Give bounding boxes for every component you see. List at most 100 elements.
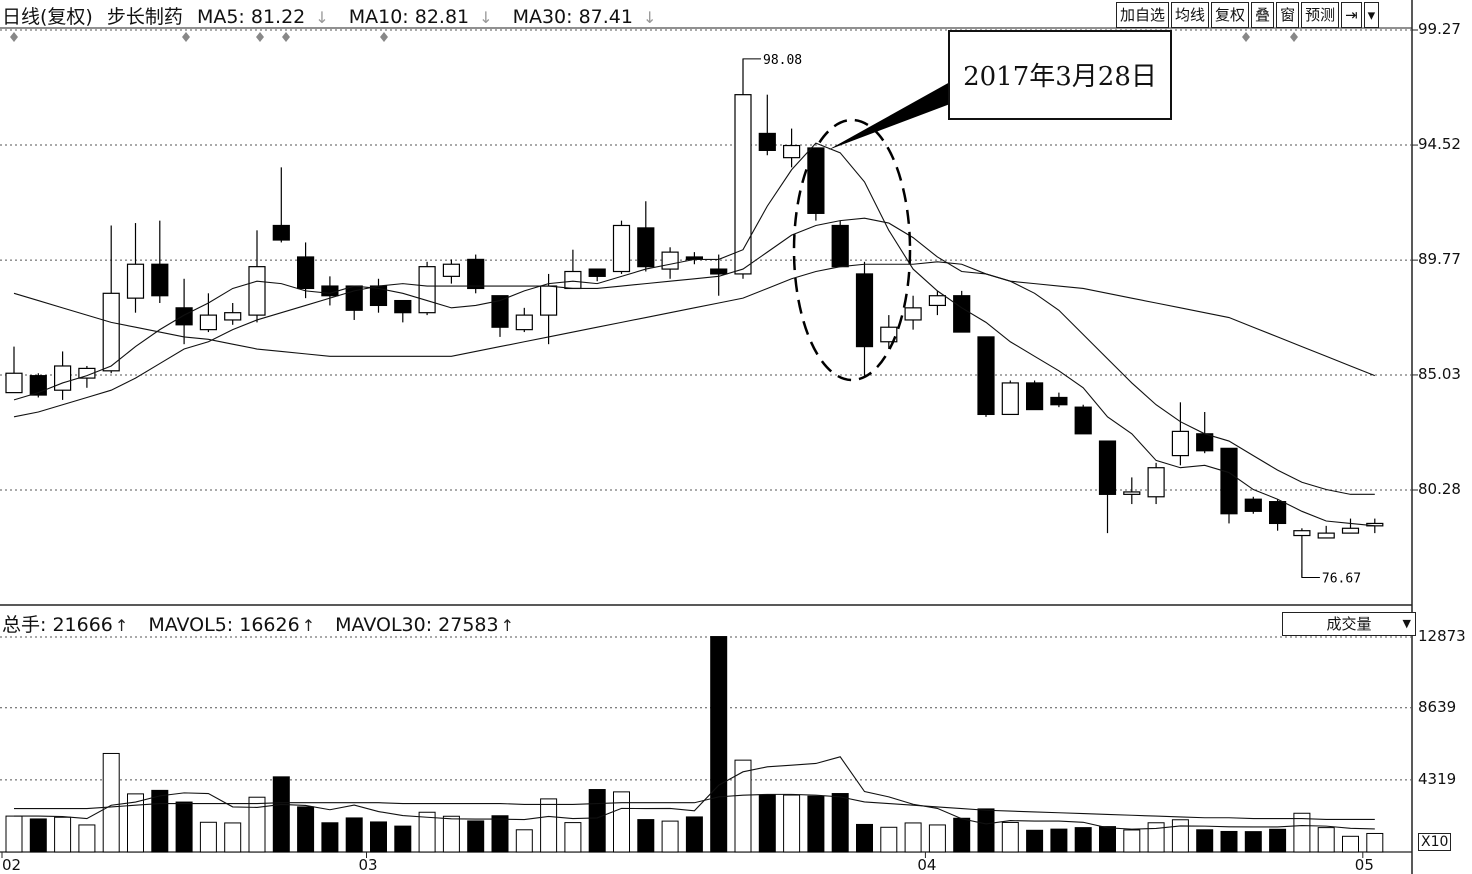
volume-bar bbox=[467, 820, 485, 853]
forecast-button[interactable]: 预测 bbox=[1301, 2, 1340, 28]
total-arrow-icon: ↑ bbox=[114, 616, 129, 635]
candle-body bbox=[710, 268, 728, 275]
volume-bar bbox=[248, 796, 266, 853]
volume-bar bbox=[1074, 827, 1092, 853]
volume-bar bbox=[515, 829, 533, 853]
jump-end-icon[interactable]: ⇥ bbox=[1341, 2, 1362, 28]
candle-body bbox=[1268, 501, 1287, 525]
chevron-down-icon[interactable]: ▾ bbox=[1363, 2, 1380, 28]
volume-bar bbox=[127, 793, 144, 853]
mavol30-arrow-icon: ↑ bbox=[500, 616, 515, 635]
total-volume-label: 总手: 21666 bbox=[2, 614, 113, 636]
ma30-label: MA30: 87.41 bbox=[512, 6, 633, 28]
volume-bar bbox=[661, 820, 679, 853]
volume-bar bbox=[1244, 831, 1262, 853]
candle-body bbox=[734, 94, 752, 275]
mavol30-label: MAVOL30: 27583 bbox=[335, 614, 499, 636]
volume-bar bbox=[880, 826, 898, 853]
candle-body bbox=[1050, 396, 1068, 406]
volume-bar bbox=[685, 816, 703, 853]
price-tick-label: 99.27 bbox=[1418, 20, 1461, 38]
volume-bar bbox=[758, 794, 776, 853]
candle-body bbox=[1317, 532, 1335, 539]
volume-bar bbox=[831, 793, 849, 853]
candle-body bbox=[758, 132, 776, 151]
candle-body bbox=[539, 285, 558, 316]
candle-body bbox=[1025, 382, 1044, 411]
candle-body bbox=[5, 372, 23, 394]
volume-bar bbox=[224, 822, 242, 853]
candle-body bbox=[151, 263, 169, 297]
candle-body bbox=[904, 307, 922, 321]
indicator-select[interactable]: 成交量 ▼ bbox=[1282, 612, 1416, 636]
candle-body bbox=[782, 144, 801, 159]
volume-bar bbox=[953, 817, 971, 853]
candle-body bbox=[953, 295, 971, 333]
toolbar: 加自选 均线 复权 叠 窗 预测 ⇥ ▾ bbox=[1116, 2, 1381, 28]
candle-body bbox=[29, 375, 47, 396]
price-tick-label: 85.03 bbox=[1418, 364, 1461, 383]
ma5-arrow-icon: ↓ bbox=[315, 8, 329, 27]
volume-bar bbox=[345, 817, 363, 853]
mavol5-arrow-icon: ↑ bbox=[301, 616, 316, 635]
volume-bar bbox=[540, 798, 558, 853]
event-marker-icon bbox=[256, 32, 264, 42]
candle-body bbox=[175, 307, 193, 326]
dropdown-arrow-icon: ▼ bbox=[1402, 617, 1411, 630]
volume-bar bbox=[856, 823, 873, 853]
volume-bar bbox=[1196, 829, 1214, 853]
mavol5-label: MAVOL5: 16626 bbox=[148, 614, 300, 636]
volume-bars bbox=[5, 636, 1384, 853]
price-tick-label: 89.77 bbox=[1418, 250, 1461, 269]
candle-body bbox=[880, 326, 898, 343]
add-watchlist-button[interactable]: 加自选 bbox=[1116, 2, 1170, 28]
candle-body bbox=[1341, 527, 1360, 534]
price-tick-label: 94.52 bbox=[1418, 135, 1461, 154]
candle-body bbox=[53, 365, 72, 391]
candle-body bbox=[491, 295, 509, 328]
volume-bar bbox=[102, 752, 120, 853]
volume-bar bbox=[442, 815, 460, 853]
volume-bar bbox=[394, 825, 412, 853]
candle-body bbox=[1147, 467, 1165, 498]
event-marker-icon bbox=[380, 32, 388, 42]
date-annotation-box: 2017年3月28日 bbox=[948, 30, 1172, 120]
volume-tick-label: 8639 bbox=[1418, 697, 1457, 716]
candle-body bbox=[126, 263, 145, 299]
low-marker-line bbox=[1301, 569, 1320, 578]
overlay-button[interactable]: 叠 bbox=[1251, 2, 1275, 28]
candle-body bbox=[588, 268, 606, 277]
volume-bar bbox=[710, 636, 728, 853]
vol-ma30-line bbox=[14, 793, 1375, 820]
stock-name: 步长制药 bbox=[106, 6, 183, 28]
event-marker-icon bbox=[1242, 32, 1250, 42]
candle-body bbox=[442, 263, 460, 277]
candle-body bbox=[297, 256, 315, 290]
candle-body bbox=[78, 367, 96, 379]
candle-body bbox=[1220, 447, 1238, 515]
callout-pointer bbox=[828, 82, 950, 150]
volume-bar bbox=[1099, 826, 1116, 853]
adjust-price-button[interactable]: 复权 bbox=[1211, 2, 1250, 28]
ma30-line bbox=[13, 261, 1376, 377]
x-axis-label: 03 bbox=[358, 856, 378, 874]
window-button[interactable]: 窗 bbox=[1276, 2, 1300, 28]
highlight-ellipse bbox=[792, 118, 912, 382]
high-marker-line bbox=[742, 58, 761, 67]
volume-header: 总手: 21666 ↑ MAVOL5: 16626 ↑ MAVOL30: 27583… bbox=[2, 610, 528, 637]
ma-lines-button[interactable]: 均线 bbox=[1171, 2, 1210, 28]
candle-body bbox=[467, 258, 485, 290]
candle-body bbox=[272, 224, 290, 241]
candle-body bbox=[224, 312, 242, 321]
volume-bar bbox=[734, 759, 752, 853]
ma5-label: MA5: 81.22 bbox=[196, 6, 306, 28]
volume-bar bbox=[1050, 828, 1068, 853]
volume-unit-label: X10 bbox=[1418, 833, 1452, 851]
volume-bar bbox=[1317, 827, 1335, 853]
volume-bar bbox=[637, 819, 655, 853]
volume-bar bbox=[321, 822, 339, 853]
candle-body bbox=[199, 314, 217, 331]
volume-bar bbox=[370, 821, 387, 853]
candle-body bbox=[1074, 406, 1092, 435]
candle-body bbox=[394, 299, 412, 314]
